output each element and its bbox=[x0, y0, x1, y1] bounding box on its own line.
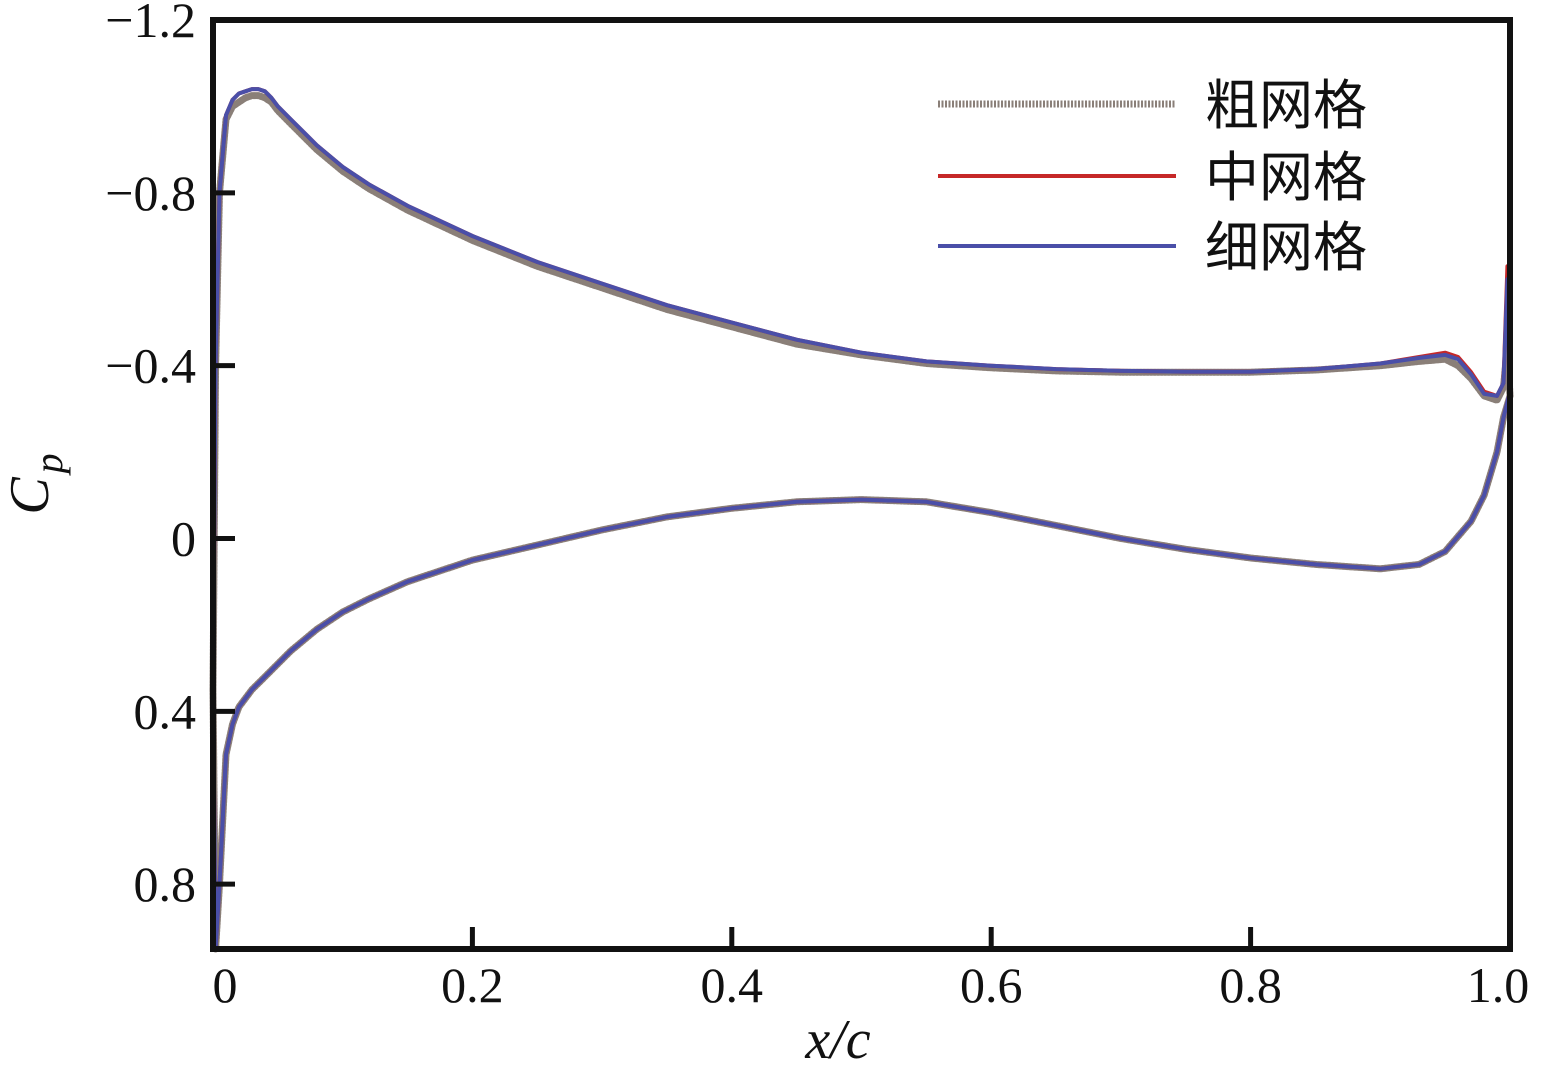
y-tick-label: −0.8 bbox=[105, 165, 196, 221]
y-axis-title-sub: p bbox=[26, 453, 71, 476]
x-tick-label: 0.2 bbox=[441, 957, 504, 1013]
plot-frame bbox=[210, 17, 1513, 952]
legend-label: 细网格 bbox=[1205, 216, 1367, 279]
series-line-fine-upper bbox=[211, 87, 1512, 692]
y-axis-title-main: C bbox=[0, 477, 61, 515]
y-tick-label: 0.4 bbox=[134, 683, 197, 739]
series-line-fine-lower bbox=[211, 389, 1512, 951]
x-tick-label: 1.0 bbox=[1467, 957, 1530, 1013]
series-line-medium-lower bbox=[211, 389, 1512, 951]
y-tick-label: 0.8 bbox=[134, 856, 197, 912]
y-tick-label: 0 bbox=[171, 511, 196, 567]
tick-layer: 0 0.2 0.4 0.6 0.8 1.0 −1.2 −0.8 −0.4 0 0.4 0.8 bbox=[105, 0, 1529, 1013]
legend-label: 粗网格 bbox=[1205, 74, 1367, 137]
x-tick-label: 0.4 bbox=[701, 957, 764, 1013]
x-axis-title: x/c bbox=[804, 1009, 870, 1071]
y-axis-title: Cp bbox=[0, 453, 71, 514]
svg-text:Cp: Cp bbox=[0, 453, 71, 514]
y-tick-label: −0.4 bbox=[105, 338, 196, 394]
x-tick-label: 0 bbox=[213, 957, 238, 1013]
y-tick-label: −1.2 bbox=[105, 0, 196, 48]
series-layer bbox=[209, 87, 1514, 953]
x-tick-label: 0.8 bbox=[1219, 957, 1282, 1013]
series-line-coarse-lower bbox=[209, 392, 1514, 953]
x-tick-label: 0.6 bbox=[960, 957, 1023, 1013]
legend-label: 中网格 bbox=[1205, 146, 1367, 209]
series-line-coarse-upper bbox=[209, 92, 1514, 694]
